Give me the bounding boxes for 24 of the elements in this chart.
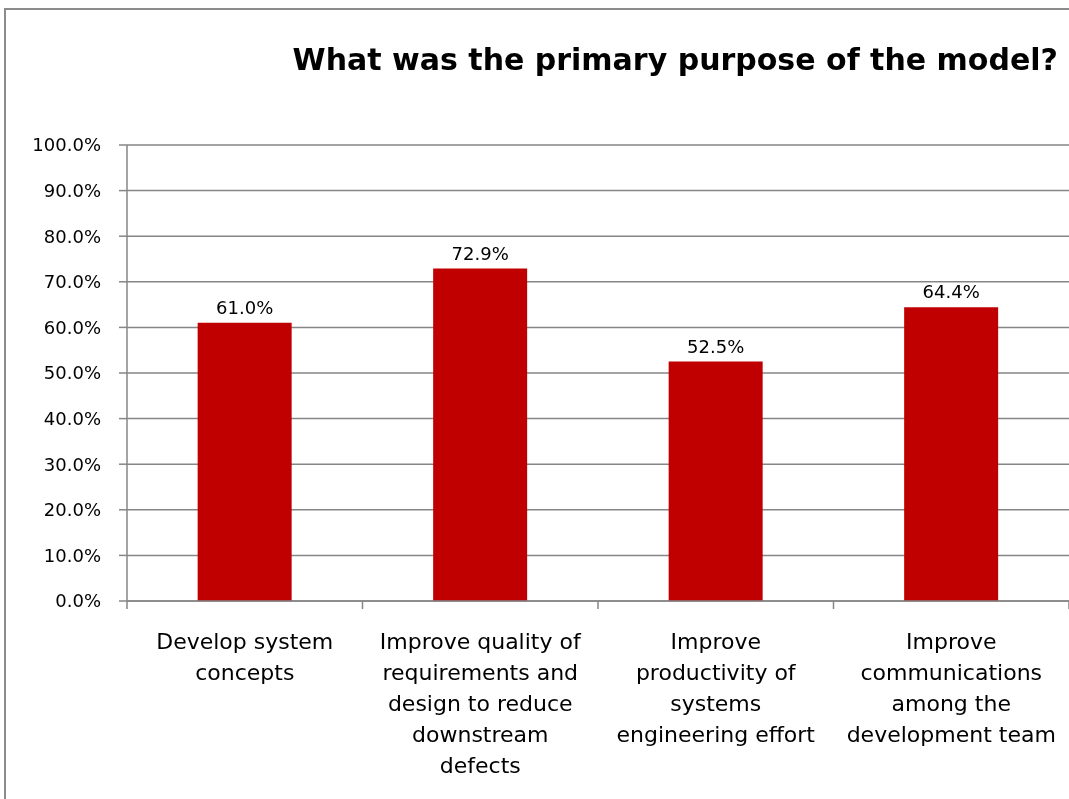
- y-tick-label: 10.0%: [43, 544, 101, 566]
- y-tick-label: 30.0%: [43, 453, 101, 475]
- data-label: 64.4%: [922, 281, 980, 303]
- y-tick-label: 70.0%: [43, 271, 101, 293]
- y-tick-label: 20.0%: [43, 499, 101, 521]
- y-tick-label: 90.0%: [43, 179, 101, 201]
- x-tick-label: Improve quality of requirements and design to reduce downstream defects: [379, 629, 582, 778]
- bar: [904, 307, 999, 601]
- data-label: 61.0%: [216, 296, 274, 318]
- y-tick-label: 50.0%: [43, 362, 101, 384]
- data-label: 52.5%: [687, 335, 745, 357]
- chart-title: What was the primary purpose of the model?: [292, 42, 1058, 77]
- y-tick-label: 0.0%: [55, 590, 101, 612]
- y-tick-label: 60.0%: [43, 316, 101, 338]
- data-label: 72.9%: [451, 242, 509, 264]
- x-tick-label: Improve productivity of systems engineering effort: [616, 629, 816, 747]
- y-tick-label: 80.0%: [43, 225, 101, 247]
- y-tick-label: 100.0%: [32, 134, 101, 156]
- bar: [433, 268, 528, 601]
- bar: [668, 361, 763, 601]
- bar: [197, 322, 292, 601]
- x-tick-label: Improve communications among the development team: [846, 629, 1056, 747]
- y-tick-label: 40.0%: [43, 407, 101, 429]
- x-tick-label: Develop system concepts: [156, 629, 334, 685]
